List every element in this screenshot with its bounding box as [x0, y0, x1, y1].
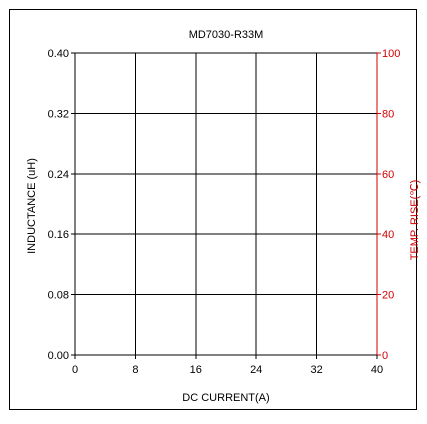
- left-tick-label: 0.08: [48, 290, 69, 302]
- right-tick-label: 0: [382, 350, 388, 362]
- x-tick-label: 16: [190, 364, 202, 376]
- right-axis-ticks: 0 20 40 60 80 100: [376, 48, 400, 362]
- right-y-axis-label: TEMP. RISE(℃): [409, 180, 421, 261]
- left-tick-label: 0.00: [48, 350, 69, 362]
- x-tick-label: 0: [72, 364, 78, 376]
- left-tick-label: 0.32: [48, 108, 69, 120]
- right-tick-label: 100: [382, 48, 400, 60]
- left-tick-label: 0.24: [48, 169, 69, 181]
- left-tick-label: 0.16: [48, 229, 69, 241]
- x-axis-label: DC CURRENT(A): [182, 392, 269, 404]
- left-axis-ticks: 0.00 0.08 0.16 0.24 0.32 0.40: [48, 48, 75, 362]
- x-tick-label: 40: [371, 364, 383, 376]
- right-tick-label: 20: [382, 290, 394, 302]
- x-tick-label: 24: [250, 364, 262, 376]
- right-tick-label: 60: [382, 169, 394, 181]
- chart-frame: [9, 9, 417, 410]
- left-tick-label: 0.40: [48, 48, 69, 60]
- right-tick-label: 40: [382, 229, 394, 241]
- x-axis-ticks: 0 8 16 24 32 40: [72, 355, 383, 376]
- x-tick-label: 8: [132, 364, 138, 376]
- x-tick-label: 32: [310, 364, 322, 376]
- chart-title: MD7030-R33M: [189, 29, 264, 41]
- right-tick-label: 80: [382, 108, 394, 120]
- left-y-axis-label: INDUCTANCE (uH): [26, 158, 38, 254]
